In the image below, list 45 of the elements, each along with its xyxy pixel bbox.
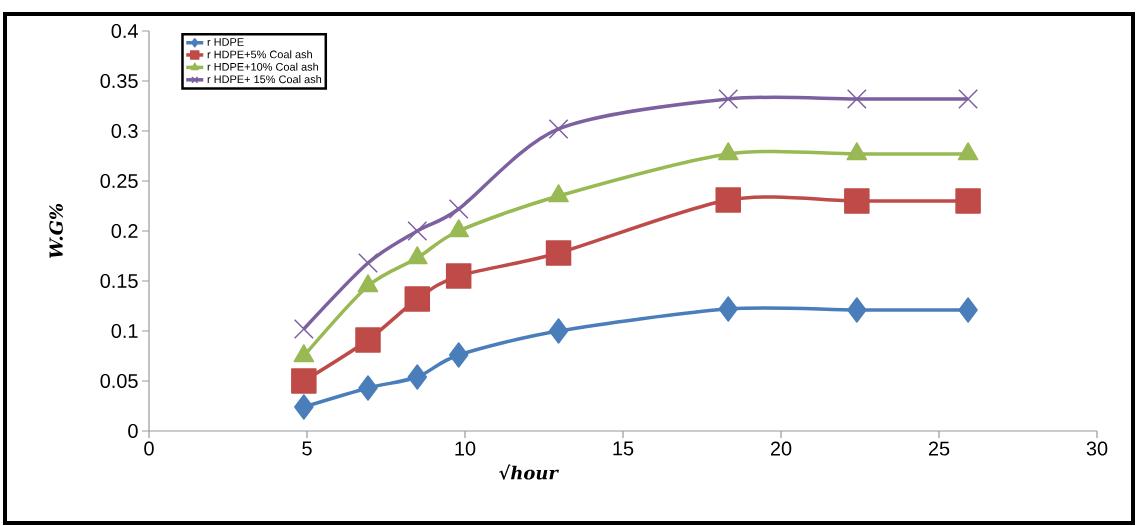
- y-tick-label: 0: [128, 423, 138, 439]
- point: [844, 188, 870, 214]
- point: [847, 297, 867, 323]
- point: [958, 89, 979, 109]
- point: [294, 394, 314, 420]
- point: [846, 89, 867, 109]
- point: [293, 319, 314, 339]
- x-tick-label: 0: [144, 441, 154, 456]
- y-axis-title: W.G%: [49, 203, 63, 259]
- point: [407, 221, 428, 241]
- point: [358, 375, 378, 401]
- legend-label: r HDPE: [207, 38, 244, 46]
- x-tick-label: 25: [928, 441, 950, 456]
- point: [955, 188, 981, 214]
- y-tick-label: 0.15: [100, 273, 138, 289]
- x-tick-label: 15: [613, 441, 634, 456]
- point: [448, 199, 469, 219]
- y-tick-label: 0.3: [111, 123, 138, 139]
- x-tick-label: 5: [302, 441, 312, 456]
- y-tick-label: 0.4: [111, 23, 138, 39]
- point: [548, 318, 569, 344]
- point: [404, 286, 431, 312]
- y-tick-label: 0.35: [100, 73, 138, 89]
- point: [718, 89, 739, 109]
- legend-label: r HDPE+5% Coal ash: [207, 50, 312, 59]
- point: [545, 240, 572, 266]
- y-tick-label: 0.25: [100, 173, 138, 189]
- point: [291, 368, 317, 394]
- point: [407, 364, 428, 390]
- point: [548, 119, 569, 139]
- y-tick-label: 0.05: [100, 373, 138, 389]
- legend-label: r HDPE+10% Coal ash: [207, 62, 319, 71]
- point: [958, 297, 978, 323]
- x-tick-label: 20: [770, 441, 792, 456]
- x-tick-label: 10: [455, 441, 476, 456]
- point: [448, 342, 469, 368]
- legend-label: r HDPE+ 15% Coal ash: [207, 75, 322, 84]
- x-tick-label: 30: [1086, 441, 1108, 456]
- point: [355, 327, 381, 353]
- y-tick-label: 0.1: [111, 323, 138, 339]
- y-tick-label: 0.2: [111, 223, 138, 239]
- x-axis-title: √hour: [499, 464, 559, 480]
- point: [445, 263, 472, 289]
- point: [718, 296, 738, 322]
- point: [715, 187, 741, 213]
